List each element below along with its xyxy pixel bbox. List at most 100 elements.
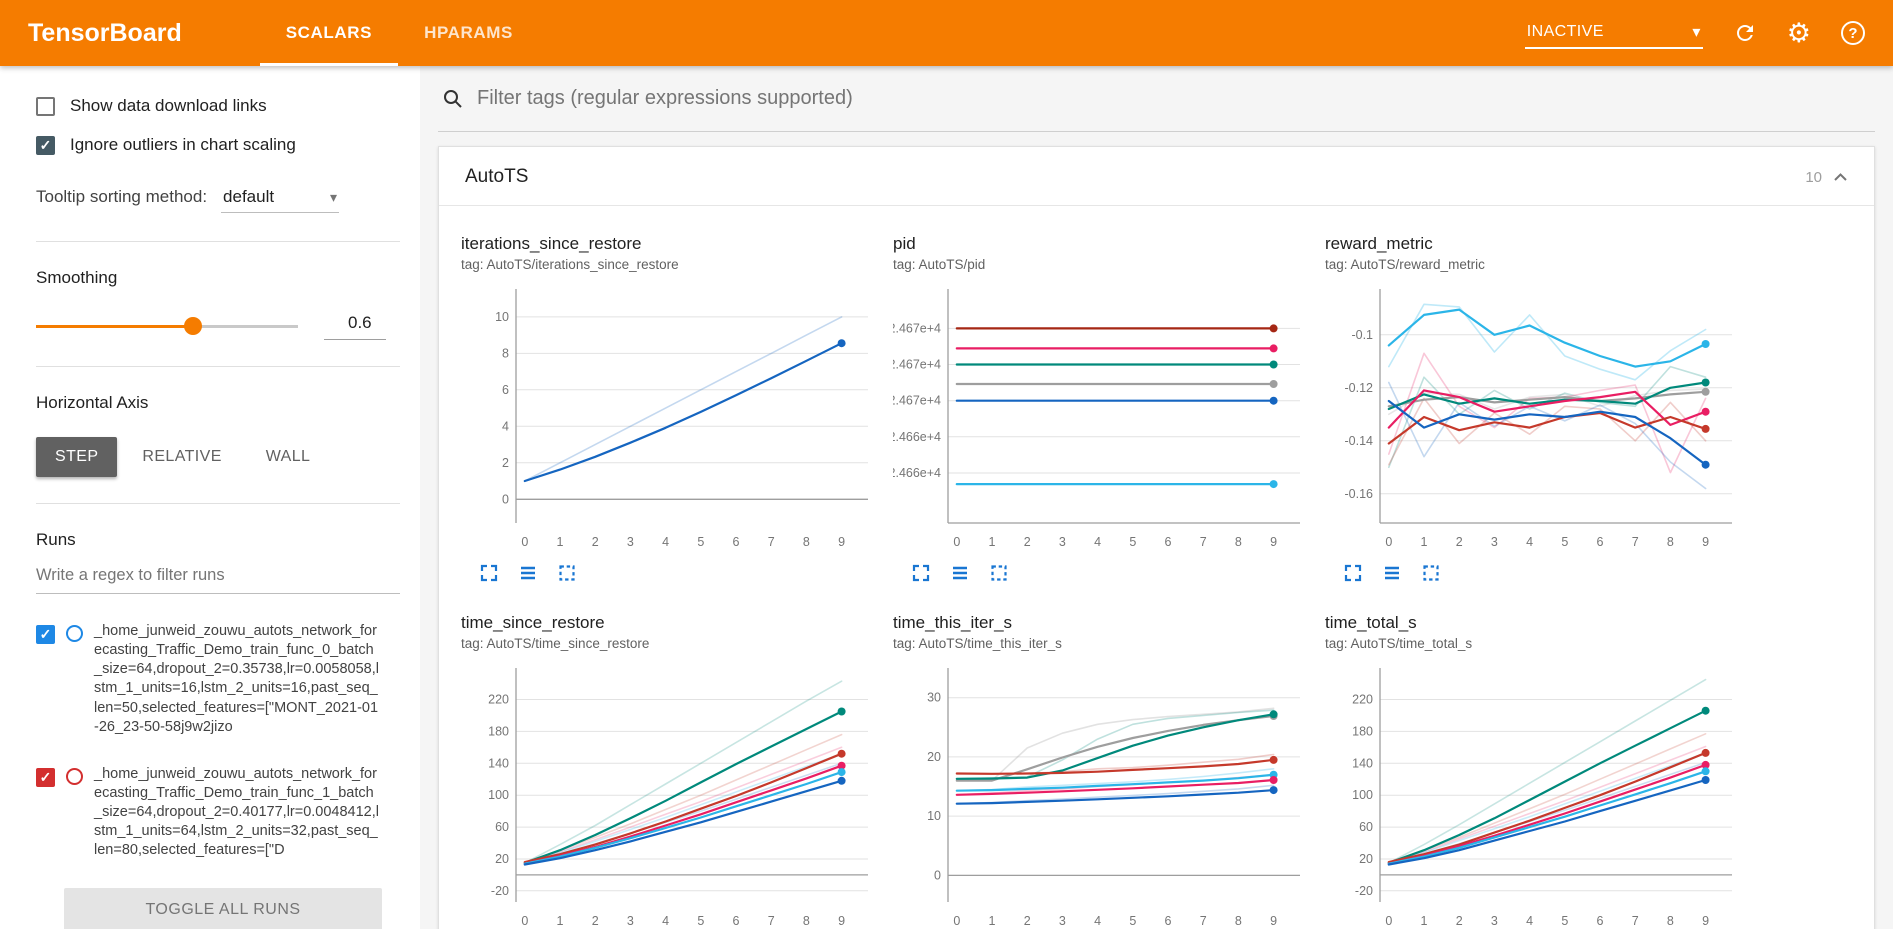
axis-relative-button[interactable]: RELATIVE xyxy=(123,437,240,477)
svg-text:1: 1 xyxy=(989,914,996,928)
smoothing-section: Smoothing 0.6 xyxy=(36,268,400,340)
svg-text:7: 7 xyxy=(768,914,775,928)
chart-plot[interactable]: -20 20 60 100 140 180 220 0 1 2 3 4 5 6 7 8 9 xyxy=(461,662,886,929)
svg-text:-0.1: -0.1 xyxy=(1351,328,1373,342)
svg-text:2.467e+4: 2.467e+4 xyxy=(893,321,941,335)
svg-text:6: 6 xyxy=(1165,535,1172,549)
svg-text:180: 180 xyxy=(488,724,509,738)
svg-text:4: 4 xyxy=(1094,914,1101,928)
expand-chart-icon[interactable] xyxy=(479,563,499,583)
run-selector-icon[interactable] xyxy=(950,563,970,583)
fit-domain-icon[interactable] xyxy=(1421,563,1441,583)
horizontal-axis-label: Horizontal Axis xyxy=(36,393,149,412)
svg-text:0: 0 xyxy=(934,868,941,882)
chart-card-reward_metric: reward_metric tag: AutoTS/reward_metric -0… xyxy=(1325,234,1750,583)
chart-plot[interactable]: 0 2 4 6 8 10 0 1 2 3 4 5 6 7 8 9 xyxy=(461,283,886,555)
svg-text:10: 10 xyxy=(927,809,941,823)
chart-plot[interactable]: -20 20 60 100 140 180 220 0 1 2 3 4 5 6 7 8 9 xyxy=(1325,662,1750,929)
svg-text:8: 8 xyxy=(1667,535,1674,549)
tooltip-sort-dropdown[interactable]: default ▾ xyxy=(221,187,340,213)
svg-text:0: 0 xyxy=(953,914,960,928)
svg-text:4: 4 xyxy=(502,419,509,433)
svg-text:9: 9 xyxy=(1270,914,1277,928)
axis-step-button[interactable]: STEP xyxy=(36,437,118,477)
svg-text:30: 30 xyxy=(927,691,941,705)
chart-card-time_total_s: time_total_s tag: AutoTS/time_total_s -20 2… xyxy=(1325,613,1750,929)
svg-text:9: 9 xyxy=(1702,914,1709,928)
svg-text:8: 8 xyxy=(803,914,810,928)
run-checkbox[interactable]: ✓ xyxy=(36,767,55,787)
svg-text:2: 2 xyxy=(592,535,599,549)
fit-domain-icon[interactable] xyxy=(557,563,577,583)
chart-toolbar xyxy=(911,563,1318,583)
svg-text:2.466e+4: 2.466e+4 xyxy=(893,466,941,480)
section-title[interactable]: AutoTS xyxy=(465,166,529,187)
toggle-all-runs-button[interactable]: TOGGLE ALL RUNS xyxy=(64,888,382,929)
expand-chart-icon[interactable] xyxy=(911,563,931,583)
divider xyxy=(36,503,400,504)
run-selector-icon[interactable] xyxy=(518,563,538,583)
svg-text:8: 8 xyxy=(1667,914,1674,928)
show-download-links-checkbox[interactable]: Show data download links xyxy=(36,96,400,116)
chart-plot[interactable]: 2.467e+4 2.467e+4 2.467e+4 2.466e+4 2.466e+4… xyxy=(893,283,1318,555)
chart-grid: iterations_since_restore tag: AutoTS/iter… xyxy=(439,206,1874,929)
run-radio[interactable] xyxy=(66,767,83,785)
chart-plot[interactable]: 0 10 20 30 0 1 2 3 4 5 6 7 8 9 xyxy=(893,662,1318,929)
tag-filter-input[interactable] xyxy=(477,87,1871,110)
slider-fill xyxy=(36,325,194,328)
svg-text:1: 1 xyxy=(557,914,564,928)
status-dropdown-value: INACTIVE xyxy=(1526,23,1604,40)
slider-track xyxy=(36,325,298,328)
svg-text:2: 2 xyxy=(1024,914,1031,928)
settings-gear-icon[interactable]: ⚙ xyxy=(1786,17,1811,48)
run-selector-icon[interactable] xyxy=(1382,563,1402,583)
help-icon[interactable]: ? xyxy=(1841,21,1865,45)
expand-chart-icon[interactable] xyxy=(1343,563,1363,583)
chart-plot[interactable]: -0.1 -0.12 -0.14 -0.16 0 1 2 3 4 5 6 7 8 9 xyxy=(1325,283,1750,555)
checkbox-checked-icon: ✓ xyxy=(36,135,55,155)
svg-text:6: 6 xyxy=(1597,914,1604,928)
svg-text:1: 1 xyxy=(989,535,996,549)
slider-knob[interactable] xyxy=(184,317,203,335)
runs-filter-input[interactable] xyxy=(36,560,400,594)
refresh-icon[interactable] xyxy=(1733,21,1757,45)
run-checkbox[interactable]: ✓ xyxy=(36,625,55,644)
svg-text:2: 2 xyxy=(1456,535,1463,549)
run-name: _home_junweid_zouwu_autots_network_forec… xyxy=(94,623,380,735)
axis-wall-button[interactable]: WALL xyxy=(247,437,330,477)
svg-text:9: 9 xyxy=(838,535,845,549)
chart-card-time_this_iter_s: time_this_iter_s tag: AutoTS/time_this_it… xyxy=(893,613,1318,929)
svg-text:7: 7 xyxy=(768,535,775,549)
svg-text:140: 140 xyxy=(1352,756,1373,770)
smoothing-slider[interactable] xyxy=(36,317,298,335)
svg-text:20: 20 xyxy=(495,852,509,866)
svg-text:4: 4 xyxy=(662,535,669,549)
svg-text:4: 4 xyxy=(1526,914,1533,928)
chart-title: iterations_since_restore xyxy=(461,234,642,253)
svg-text:0: 0 xyxy=(521,914,528,928)
svg-text:4: 4 xyxy=(1526,535,1533,549)
run-radio[interactable] xyxy=(66,625,83,642)
svg-text:180: 180 xyxy=(1352,724,1373,738)
run-item: ✓ _home_junweid_zouwu_autots_network_fore… xyxy=(36,765,400,861)
status-dropdown[interactable]: INACTIVE ▾ xyxy=(1524,17,1703,49)
tab-hparams[interactable]: HPARAMS xyxy=(424,23,513,42)
chart-tag: tag: AutoTS/time_total_s xyxy=(1325,636,1473,651)
header-actions: INACTIVE ▾ ⚙ ? xyxy=(1524,17,1865,49)
svg-text:2.466e+4: 2.466e+4 xyxy=(893,430,941,444)
svg-text:8: 8 xyxy=(1235,535,1242,549)
svg-text:1: 1 xyxy=(557,535,564,549)
svg-text:2.467e+4: 2.467e+4 xyxy=(893,394,941,408)
smoothing-value[interactable]: 0.6 xyxy=(324,312,386,340)
svg-text:9: 9 xyxy=(1702,535,1709,549)
ignore-outliers-checkbox[interactable]: ✓ Ignore outliers in chart scaling xyxy=(36,135,400,155)
tab-scalars[interactable]: SCALARS xyxy=(259,0,399,66)
fit-domain-icon[interactable] xyxy=(989,563,1009,583)
collapse-chevron-up-icon[interactable] xyxy=(1833,172,1848,182)
svg-text:3: 3 xyxy=(1059,914,1066,928)
section-count: 10 xyxy=(1805,168,1822,186)
chart-title: time_this_iter_s xyxy=(893,613,1013,632)
svg-text:5: 5 xyxy=(697,914,704,928)
chart-card-pid: pid tag: AutoTS/pid 2.467e+4 2.467e+4 2.467e… xyxy=(893,234,1318,583)
svg-text:8: 8 xyxy=(1235,914,1242,928)
